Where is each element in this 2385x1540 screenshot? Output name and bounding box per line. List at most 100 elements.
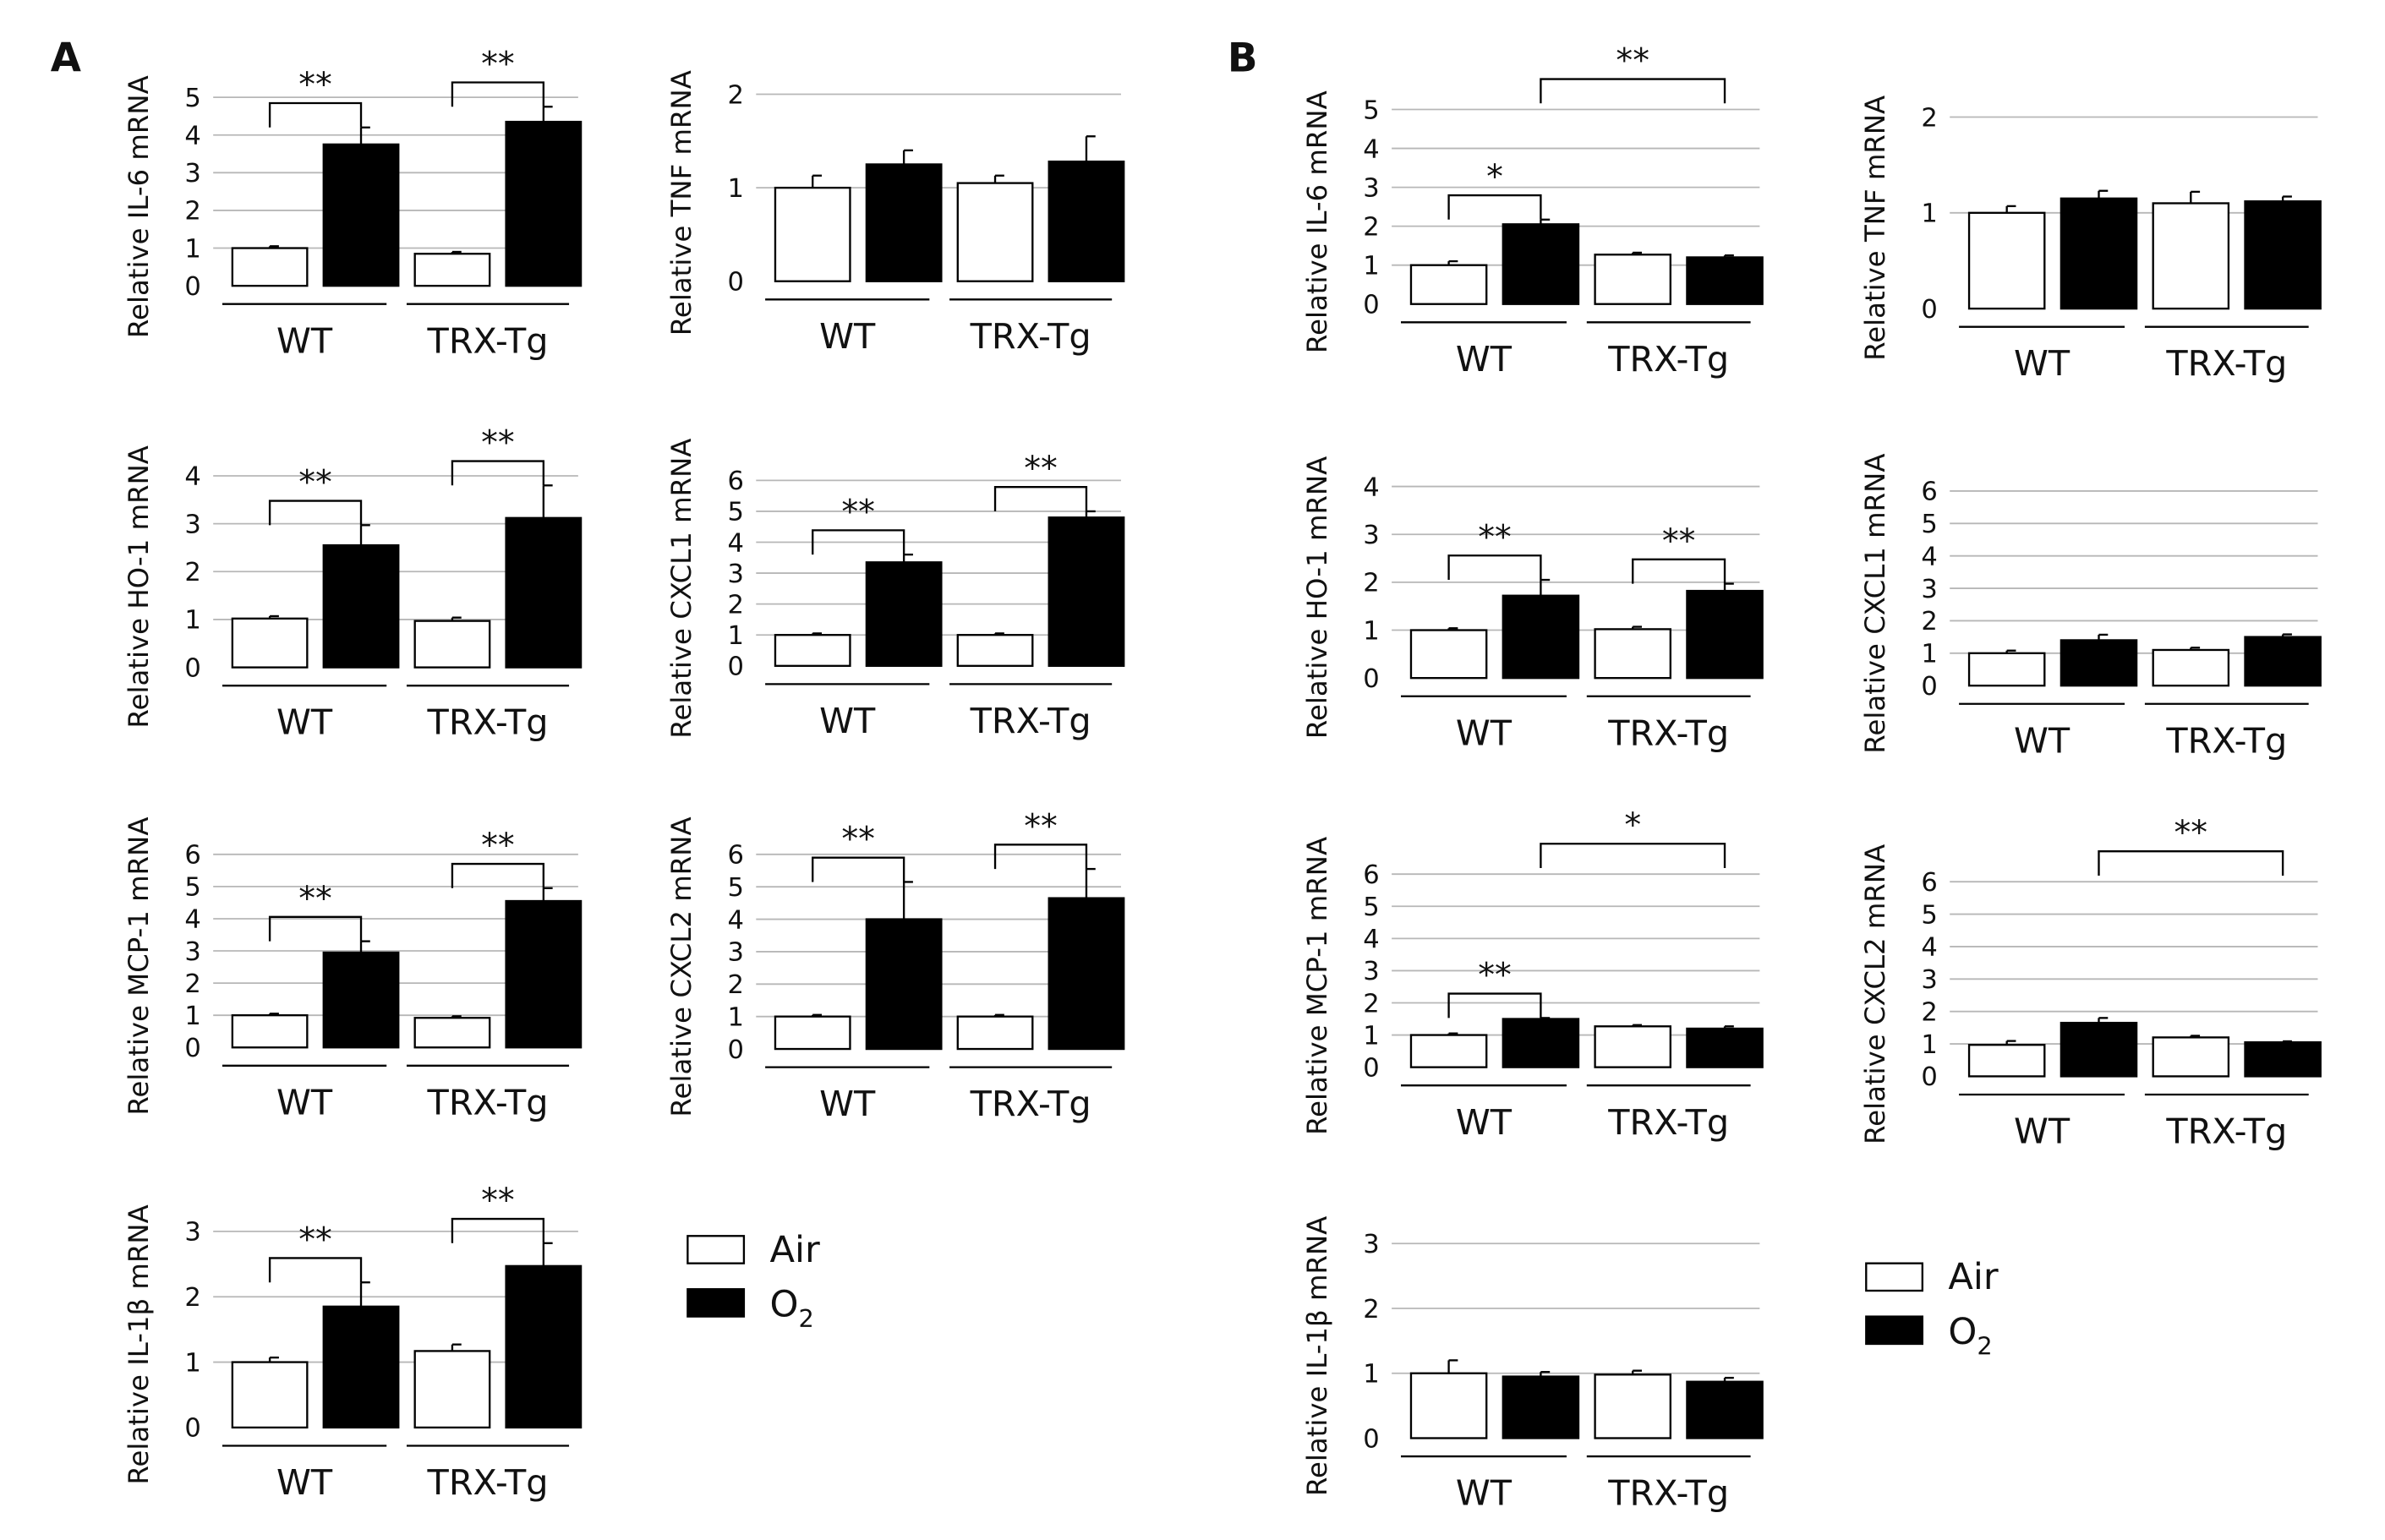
group-label: WT [819, 316, 876, 357]
y-tick-label: 1 [1921, 1030, 1937, 1060]
y-tick-label: 2 [727, 590, 743, 620]
y-tick-label: 3 [184, 937, 200, 967]
group-label: WT [276, 1462, 333, 1503]
bar-wt-o2 [2060, 639, 2138, 687]
y-tick-label: 0 [184, 1034, 200, 1063]
group-label: WT [1456, 1473, 1513, 1514]
legend-air-swatch [1865, 1262, 1924, 1292]
bar-trx-tg-o2 [1048, 897, 1125, 1051]
y-tick-label: 1 [1363, 1360, 1379, 1390]
y-tick-label: 5 [727, 498, 743, 527]
y-tick-label: 3 [727, 938, 743, 968]
y-tick-label: 1 [1921, 640, 1937, 669]
bar-wt-o2 [1502, 1018, 1580, 1068]
chart-a-il1b: 0 1 2 3 Relative IL-1β mRNA WT TRX-Tg ** ** [123, 1181, 583, 1503]
significance-bracket [1632, 558, 1726, 584]
legend-b: Air O2 [1865, 1256, 1999, 1361]
bar-trx-tg-o2 [1048, 160, 1125, 282]
bar-wt-o2 [322, 1305, 400, 1429]
bar-trx-tg-o2 [505, 120, 583, 287]
significance-bracket [451, 460, 545, 486]
y-tick-label: 4 [1921, 933, 1937, 963]
significance-bracket [1447, 992, 1542, 1018]
bar-trx-tg-o2 [1686, 1380, 1764, 1439]
bar-trx-tg-o2 [1048, 516, 1125, 667]
significance-bracket [2098, 850, 2284, 876]
significance-bracket [451, 862, 545, 888]
y-tick-label: 6 [727, 467, 743, 496]
legend-o2-swatch [687, 1288, 746, 1318]
significance-bracket [268, 500, 363, 526]
panel-label-b: B [1228, 36, 1258, 82]
significance-marker: ** [1478, 517, 1512, 556]
y-axis-label: Relative TNF mRNA [665, 70, 697, 336]
y-tick-label: 1 [184, 1002, 200, 1031]
significance-bracket [812, 856, 905, 882]
significance-marker: ** [1478, 956, 1512, 995]
bar-trx-tg-o2 [505, 899, 583, 1049]
y-tick-label: 2 [1363, 989, 1379, 1018]
bar-trx-tg-o2 [505, 1264, 583, 1429]
group-label: WT [1456, 713, 1513, 753]
y-axis-label: Relative CXCL1 mRNA [665, 439, 697, 739]
y-axis-label: Relative MCP-1 mRNA [1301, 837, 1333, 1135]
y-tick-label: 6 [1921, 478, 1937, 507]
group-label: TRX-Tg [1607, 1102, 1729, 1143]
y-tick-label: 0 [1363, 664, 1379, 694]
y-axis-label: Relative IL-1β mRNA [123, 1204, 155, 1484]
legend-a: Air O2 [687, 1229, 820, 1333]
y-tick-label: 3 [184, 1218, 200, 1248]
y-tick-label: 4 [727, 905, 743, 935]
group-label: TRX-Tg [970, 1084, 1091, 1124]
y-tick-label: 6 [727, 841, 743, 871]
y-tick-label: 0 [184, 1414, 200, 1444]
bar-wt-air [1409, 1034, 1488, 1068]
significance-bracket [451, 81, 545, 107]
legend-air-label: Air [769, 1229, 820, 1271]
y-tick-label: 0 [1921, 295, 1937, 325]
significance-marker: ** [1662, 522, 1696, 560]
y-tick-label: 3 [1363, 173, 1379, 203]
group-label: WT [1456, 339, 1513, 380]
y-tick-label: 3 [184, 159, 200, 188]
y-tick-label: 0 [727, 268, 743, 298]
bar-wt-air [1967, 652, 2046, 687]
group-label: TRX-Tg [427, 1082, 549, 1122]
y-tick-label: 4 [184, 122, 200, 151]
bar-wt-air [774, 186, 851, 282]
significance-marker: ** [298, 1220, 332, 1259]
y-tick-label: 0 [727, 1035, 743, 1065]
bar-trx-tg-air [956, 1015, 1034, 1051]
y-tick-label: 4 [1363, 134, 1379, 164]
y-tick-label: 2 [1363, 212, 1379, 242]
y-tick-label: 0 [1921, 672, 1937, 702]
significance-bracket [268, 1257, 363, 1283]
group-label: TRX-Tg [970, 701, 1091, 741]
group-label: WT [2014, 720, 2070, 761]
y-axis-label: Relative IL-1β mRNA [1301, 1216, 1333, 1496]
y-tick-label: 3 [1921, 965, 1937, 995]
significance-bracket [993, 844, 1088, 870]
group-label: WT [2014, 1111, 2070, 1152]
significance-marker: ** [298, 65, 332, 104]
group-label: TRX-Tg [2165, 1111, 2287, 1152]
significance-bracket [1447, 194, 1542, 220]
y-tick-label: 5 [184, 873, 200, 903]
significance-bracket [1447, 554, 1542, 581]
significance-bracket [1540, 78, 1726, 104]
significance-marker: ** [481, 1181, 515, 1220]
y-tick-label: 3 [1921, 575, 1937, 604]
y-tick-label: 2 [1921, 997, 1937, 1027]
chart-a-tnf: 0 1 2 Relative TNF mRNA WT TRX-Tg [665, 70, 1125, 357]
y-tick-label: 6 [184, 841, 200, 871]
group-label: TRX-Tg [970, 316, 1091, 357]
bar-wt-o2 [1502, 594, 1580, 680]
y-tick-label: 2 [727, 80, 743, 110]
y-tick-label: 1 [184, 234, 200, 264]
chart-b-tnf: 0 1 2 Relative TNF mRNA WT TRX-Tg [1859, 96, 2322, 384]
